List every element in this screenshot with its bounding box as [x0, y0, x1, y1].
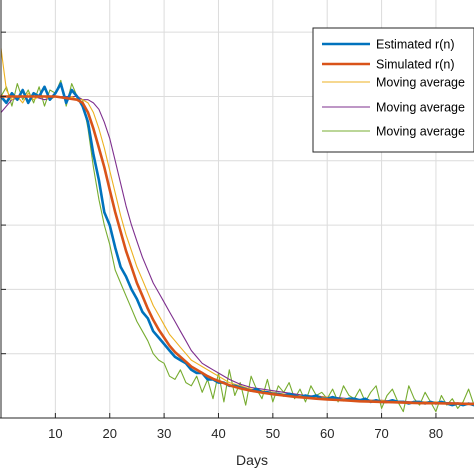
x-tick-label-5: 60: [320, 426, 334, 441]
x-tick-label-1: 20: [103, 426, 117, 441]
x-tick-label-2: 30: [157, 426, 171, 441]
legend-entry-3: Moving average: [376, 101, 465, 115]
legend: Estimated r(n) Simulated r(n) Moving avera…: [312, 27, 474, 153]
legend-entry-4: Moving average: [376, 125, 465, 139]
series-layer: [0, 47, 474, 413]
x-tick-label-3: 40: [211, 426, 225, 441]
x-tick-label-4: 50: [266, 426, 280, 441]
x-tick-label-6: 70: [374, 426, 388, 441]
x-tick-label-0: 10: [48, 426, 62, 441]
series-line-1: [0, 95, 474, 406]
x-tick-label-7: 80: [429, 426, 443, 441]
legend-entry-1: Simulated r(n): [376, 58, 455, 72]
x-axis-ticks: 10 20 30 40 50 60 70 80: [1, 31, 443, 441]
x-axis-label: Days: [236, 452, 268, 468]
legend-entry-0: Estimated r(n): [376, 38, 455, 52]
legend-entry-2: Moving average: [376, 76, 465, 90]
